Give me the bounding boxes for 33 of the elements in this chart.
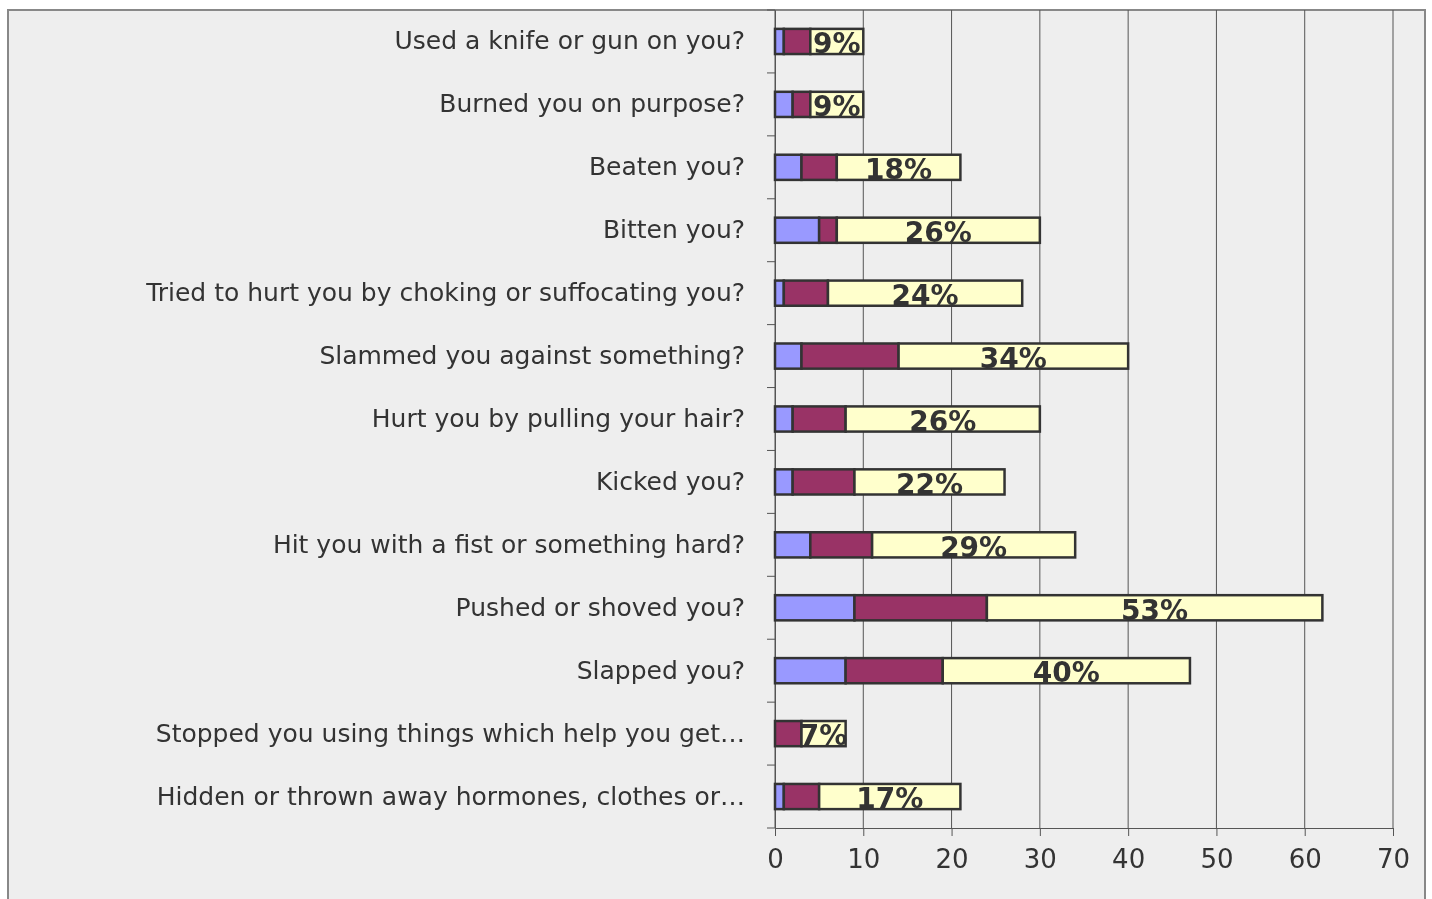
y-tick-label: Burned you on purpose? [439, 89, 745, 119]
y-tick-label: Pushed or shoved you? [455, 592, 745, 622]
y-tick-label: Slapped you? [576, 655, 745, 685]
x-tick-label: 0 [767, 843, 784, 874]
y-tick-label: Hit you with a fist or something hard? [272, 529, 745, 559]
annotation: 22% [895, 467, 964, 501]
annotation: 18% [865, 153, 933, 187]
x-tick-label: 40 [1112, 843, 1146, 874]
x-tick-label: 30 [1023, 843, 1057, 874]
y-tick-label: Slammed you against something? [319, 341, 745, 371]
annotation: 26% [904, 215, 972, 249]
annotation: 17% [856, 782, 924, 816]
y-tick-label: Stopped you using things which help you get… [155, 718, 745, 748]
y-tick-label: Bitten you? [602, 215, 745, 245]
y-tick-label: Beaten you? [588, 152, 745, 182]
annotation: 24% [891, 278, 959, 312]
y-tick-label: Hurt you by pulling your hair? [371, 404, 745, 433]
x-tick-label: 60 [1288, 843, 1322, 874]
y-tick-label: Tried to hurt you by choking or suffocating you? [145, 278, 745, 308]
annotation: 26% [909, 404, 977, 438]
y-tick-label: Hidden or thrown away hormones, clothes or… [156, 781, 745, 811]
annotation: 9% [813, 90, 861, 124]
annotation: 40% [1032, 656, 1100, 690]
annotation: 9% [813, 27, 861, 61]
x-tick-label: 20 [935, 843, 969, 874]
y-tick-label: Kicked you? [595, 466, 745, 496]
annotation: 53% [1121, 593, 1189, 627]
x-tick-label: 10 [847, 843, 881, 874]
y-tick-label: Used a knife or gun on you? [394, 26, 745, 56]
annotation: 34% [979, 341, 1047, 375]
annotation: 29% [940, 530, 1008, 564]
x-tick-label: 70 [1376, 843, 1411, 874]
x-tick-label: 50 [1200, 843, 1234, 874]
